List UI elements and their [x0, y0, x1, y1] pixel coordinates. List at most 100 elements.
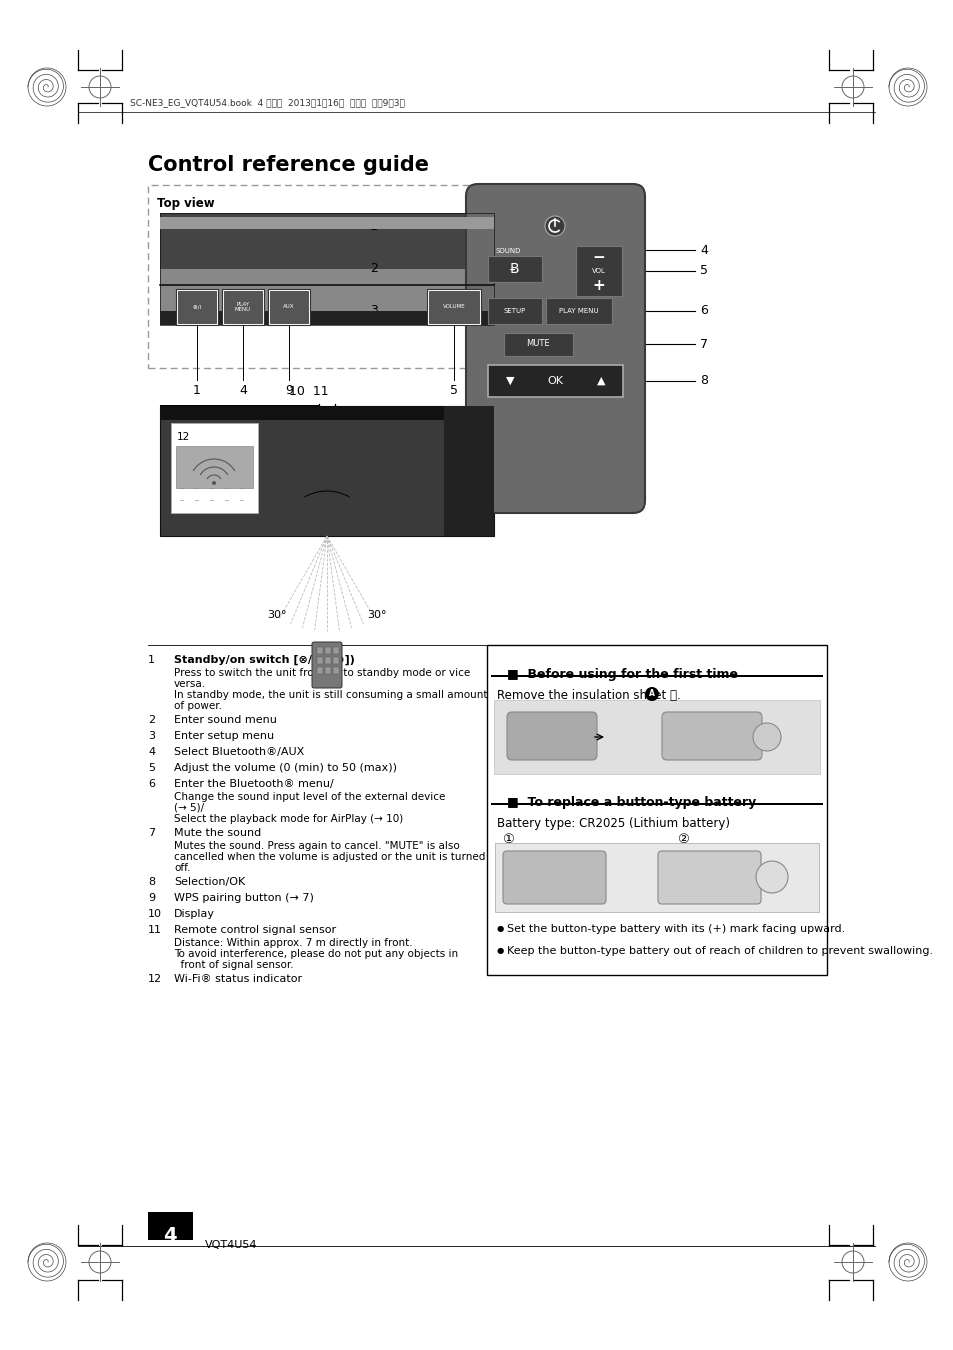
Bar	[148, 1212, 193, 1241]
Text: Enter setup menu: Enter setup menu	[173, 730, 274, 741]
FancyBboxPatch shape	[506, 711, 597, 760]
Text: 11: 11	[148, 925, 162, 936]
Text: SOUND: SOUND	[495, 248, 520, 254]
FancyBboxPatch shape	[465, 184, 644, 513]
Text: versa.: versa.	[173, 679, 206, 688]
Text: PLAY MENU: PLAY MENU	[558, 308, 598, 315]
Text: Display: Display	[173, 909, 214, 919]
Text: 5: 5	[700, 265, 707, 278]
FancyBboxPatch shape	[502, 850, 605, 904]
Bar	[270, 292, 308, 323]
Text: ■  To replace a button-type battery: ■ To replace a button-type battery	[506, 796, 756, 809]
Text: 1: 1	[148, 655, 154, 666]
Text: MUTE: MUTE	[526, 339, 549, 348]
Text: 30°: 30°	[367, 610, 386, 620]
Text: ~: ~	[223, 486, 229, 491]
Text: Standby/on switch [⊗/I] ([⊗]): Standby/on switch [⊗/I] ([⊗])	[173, 655, 355, 666]
Text: 9: 9	[285, 383, 293, 397]
FancyBboxPatch shape	[661, 711, 761, 760]
Text: 9: 9	[148, 892, 155, 903]
Text: PLAY
MENU: PLAY MENU	[234, 302, 251, 312]
Text: 1: 1	[370, 220, 377, 232]
Bar	[160, 269, 494, 325]
Text: Ƀ: Ƀ	[510, 262, 519, 275]
Bar	[160, 217, 494, 230]
Bar	[175, 289, 218, 325]
Text: OK: OK	[546, 377, 562, 386]
Text: VOLUME: VOLUME	[442, 305, 465, 309]
Text: ~: ~	[178, 486, 184, 491]
Bar	[224, 292, 262, 323]
Text: 4: 4	[700, 243, 707, 256]
Text: 3: 3	[370, 305, 377, 317]
Text: of power.: of power.	[173, 701, 222, 711]
Bar	[325, 667, 331, 674]
Text: Enter the Bluetooth® menu/: Enter the Bluetooth® menu/	[173, 779, 334, 788]
FancyBboxPatch shape	[488, 256, 541, 282]
Bar	[491, 675, 822, 676]
Text: 12: 12	[148, 973, 162, 984]
Text: ~: ~	[208, 486, 213, 491]
Circle shape	[644, 687, 659, 701]
Text: 8: 8	[700, 374, 707, 387]
Text: ~: ~	[193, 498, 198, 504]
Text: 3: 3	[148, 730, 154, 741]
FancyBboxPatch shape	[148, 185, 505, 369]
Text: off.: off.	[173, 863, 191, 873]
Text: Battery type: CR2025 (Lithium battery): Battery type: CR2025 (Lithium battery)	[497, 817, 729, 830]
Text: Enter sound menu: Enter sound menu	[173, 716, 276, 725]
Bar	[325, 647, 331, 653]
FancyBboxPatch shape	[488, 298, 541, 324]
Text: In standby mode, the unit is still consuming a small amount: In standby mode, the unit is still consu…	[173, 690, 487, 701]
Text: Select the playback mode for AirPlay (→ 10): Select the playback mode for AirPlay (→ …	[173, 814, 403, 824]
Text: 8: 8	[148, 878, 155, 887]
Text: ■  Before using for the first time: ■ Before using for the first time	[506, 668, 738, 680]
Text: 2: 2	[148, 716, 155, 725]
Bar	[429, 292, 478, 323]
Text: AUX: AUX	[283, 305, 294, 309]
Bar	[160, 213, 494, 325]
Text: 10: 10	[148, 909, 162, 919]
Bar	[316, 667, 323, 674]
Bar	[333, 647, 338, 653]
Text: +: +	[592, 278, 605, 293]
Text: 10  11: 10 11	[289, 385, 329, 398]
Text: ●: ●	[497, 923, 504, 933]
Text: cancelled when the volume is adjusted or the unit is turned: cancelled when the volume is adjusted or…	[173, 852, 485, 863]
Bar	[316, 647, 323, 653]
Text: Remove the insulation sheet Ⓐ.: Remove the insulation sheet Ⓐ.	[497, 688, 680, 702]
Text: Set the button-type battery with its (+) mark facing upward.: Set the button-type battery with its (+)…	[506, 923, 844, 934]
Text: 2: 2	[370, 262, 377, 275]
Text: 4: 4	[148, 747, 155, 757]
Text: 7: 7	[148, 828, 155, 838]
Text: Adjust the volume (0 (min) to 50 (max)): Adjust the volume (0 (min) to 50 (max))	[173, 763, 396, 774]
Bar	[325, 657, 331, 664]
Bar	[333, 667, 338, 674]
Text: AUX: AUX	[585, 248, 599, 254]
Text: 4: 4	[239, 383, 247, 397]
Text: Remote control signal sensor: Remote control signal sensor	[173, 925, 335, 936]
Circle shape	[544, 216, 564, 236]
Text: Mute the sound: Mute the sound	[173, 828, 261, 838]
Text: Wi-Fi® status indicator: Wi-Fi® status indicator	[173, 973, 302, 984]
Bar	[427, 289, 480, 325]
Text: ●: ●	[497, 946, 504, 954]
FancyBboxPatch shape	[545, 298, 612, 324]
Text: To avoid interference, please do not put any objects in: To avoid interference, please do not put…	[173, 949, 457, 958]
Text: SETUP: SETUP	[503, 308, 525, 315]
Text: Keep the button-type battery out of reach of children to prevent swallowing.: Keep the button-type battery out of reac…	[506, 946, 932, 956]
Text: ②: ②	[677, 833, 688, 846]
Bar	[175, 446, 253, 487]
Bar	[486, 645, 826, 975]
Text: ~: ~	[223, 498, 229, 504]
Text: 1: 1	[193, 383, 201, 397]
Bar	[268, 289, 310, 325]
Text: VQT4U54: VQT4U54	[205, 1241, 257, 1250]
FancyBboxPatch shape	[488, 364, 622, 397]
Text: ⊗⁠/I: ⊗⁠/I	[193, 305, 201, 309]
Text: 4: 4	[163, 1226, 176, 1245]
Bar	[491, 802, 822, 805]
Circle shape	[212, 481, 215, 485]
Text: ▼: ▼	[505, 377, 514, 386]
Text: Control reference guide: Control reference guide	[148, 155, 429, 176]
